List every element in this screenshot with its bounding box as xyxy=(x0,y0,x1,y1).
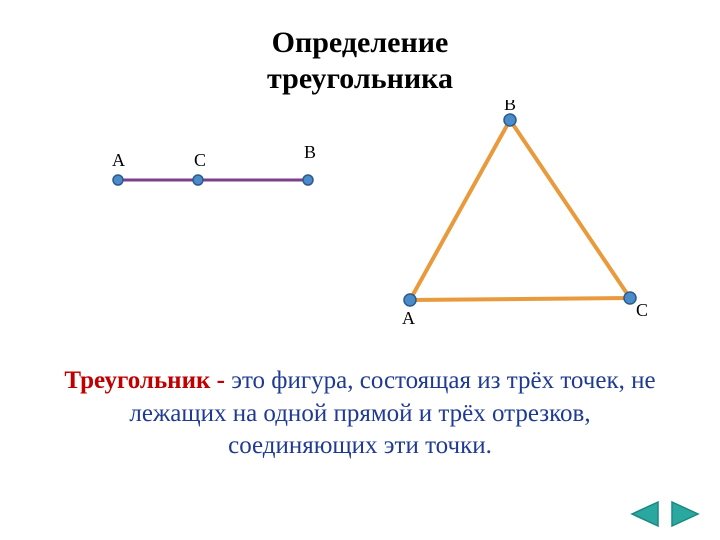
arrow-right-icon xyxy=(672,502,698,526)
slide-title: Определение треугольника xyxy=(0,25,720,97)
nav-buttons xyxy=(628,500,702,528)
arrow-left-icon xyxy=(632,502,658,526)
svg-text:С: С xyxy=(636,300,648,320)
definition-text: Треугольник - это фигура, состоящая из т… xyxy=(60,365,660,463)
diagrams-svg: А С В А В С xyxy=(0,100,720,350)
svg-text:В: В xyxy=(504,100,516,114)
svg-text:С: С xyxy=(194,150,206,170)
next-button[interactable] xyxy=(670,500,702,528)
definition-term: Треугольник - xyxy=(64,367,231,394)
prev-button[interactable] xyxy=(628,500,660,528)
svg-text:А: А xyxy=(112,150,125,170)
svg-text:В: В xyxy=(304,142,316,162)
title-line-1: Определение xyxy=(272,26,449,59)
svg-text:А: А xyxy=(402,308,415,328)
title-line-2: треугольника xyxy=(267,62,453,95)
